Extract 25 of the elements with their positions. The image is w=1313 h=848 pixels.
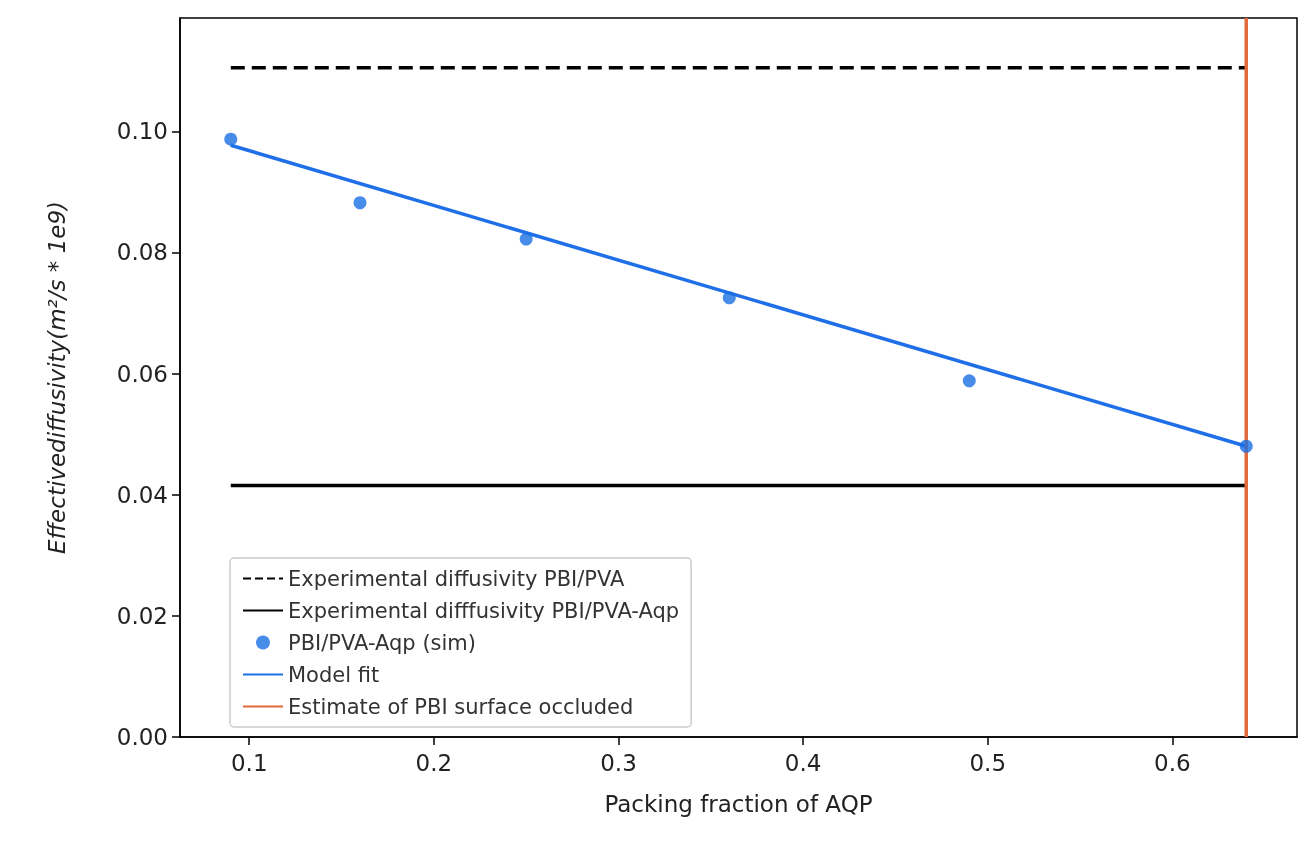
legend-label: Experimental difffusivity PBI/PVA-Aqp [288,598,680,623]
point [722,291,736,305]
y-tick-label: 0.02 [116,602,168,629]
y-tick-label: 0.08 [116,239,168,266]
x-tick-label: 0.2 [415,749,453,776]
x-tick-label: 0.3 [600,749,637,776]
point [224,132,238,146]
legend-label: Experimental diffusivity PBI/PVA [288,566,626,591]
x-tick-label: 0.1 [230,749,268,776]
y-axis-title: Effectivediffusivity(m²/s * 1e9) [43,200,70,555]
legend-label: PBI/PVA-Aqp (sim) [288,630,476,655]
point [353,196,367,210]
point [519,232,533,246]
x-tick-label: 0.4 [784,749,822,776]
y-tick-label: 0.04 [116,481,168,508]
y-tick-label: 0.06 [116,360,168,387]
x-axis-title: Packing fraction of AQP [604,790,873,817]
legend-label: Model fit [288,662,380,687]
point [1239,439,1253,453]
y-tick-label: 0.00 [116,724,168,750]
x-tick-label: 0.5 [969,749,1007,776]
point [962,374,976,388]
y-tick-label: 0.10 [116,118,168,145]
legend-label: Estimate of PBI surface occluded [288,694,634,719]
x-tick-label: 0.6 [1154,749,1191,776]
